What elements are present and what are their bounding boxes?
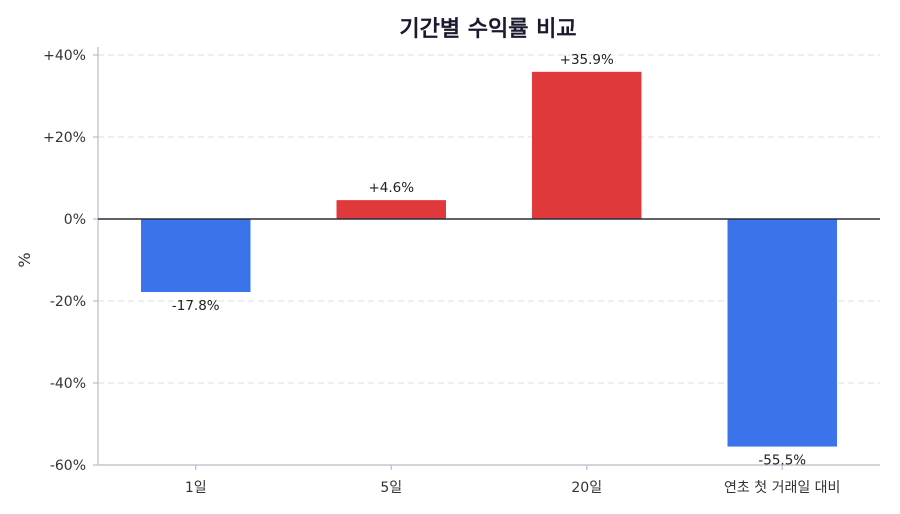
y-tick-label: -40%: [50, 376, 86, 392]
y-axis-label: %: [15, 252, 34, 267]
bar: [727, 219, 837, 447]
data-label: -55.5%: [758, 453, 806, 469]
axes: [93, 47, 880, 470]
data-label: -17.8%: [172, 298, 220, 314]
bar: [532, 71, 642, 219]
chart-title: 기간별 수익률 비교: [399, 17, 576, 42]
bars: [141, 71, 837, 447]
y-tick-label: 0%: [64, 212, 86, 228]
x-tick-label: 20일: [571, 480, 602, 496]
bar: [141, 219, 251, 292]
y-tick-label: +40%: [43, 48, 86, 64]
y-tick-label: -20%: [50, 294, 86, 310]
data-label: +4.6%: [368, 180, 414, 196]
y-tick-label: -60%: [50, 458, 86, 474]
x-tick-label: 5일: [380, 480, 402, 496]
bar: [336, 200, 446, 219]
x-tick-label: 연초 첫 거래일 대비: [724, 480, 840, 496]
labels: +40% +20% 0% -20% -40% -60% -17.8% 1일 +4.6% 5일 +35…: [43, 48, 840, 496]
data-label: +35.9%: [560, 52, 614, 68]
y-tick-label: +20%: [43, 130, 86, 146]
x-tick-label: 1일: [185, 480, 207, 496]
